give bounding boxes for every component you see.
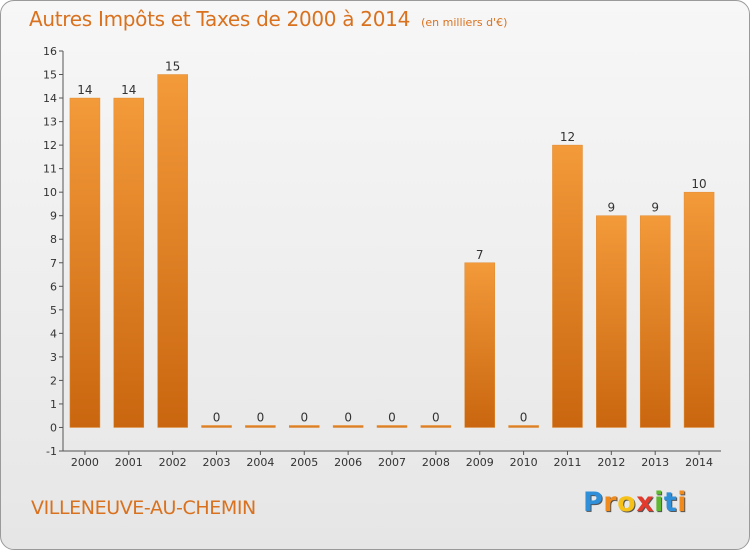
bar-value-label: 7 [476,248,484,262]
bar [113,97,145,428]
bar-value-label: 0 [300,410,308,424]
logo-letter: P [583,487,604,518]
y-tick-label: 1 [50,398,57,411]
x-tick-label: 2003 [203,456,231,469]
bar-value-label: 0 [344,410,352,424]
bar [683,191,715,428]
y-tick-label: 3 [50,351,57,364]
x-tick-label: 2005 [290,456,318,469]
bar [289,425,320,428]
x-tick-label: 2012 [597,456,625,469]
y-tick-label: -1 [46,445,57,458]
x-axis: 2000 2001 2002 2003 2004 2005 2006 2007 2008 2009… [63,450,721,469]
proxiti-logo: Proxiti [583,487,687,518]
logo-letter: o [617,487,637,518]
chart-title: Autres Impôts et Taxes de 2000 à 2014 [29,7,410,31]
y-tick-label: 10 [43,186,57,199]
bar-value-label: 10 [691,177,706,191]
y-tick-label: 11 [43,163,57,176]
bar-value-label: 0 [520,410,528,424]
y-tick-label: 13 [43,116,57,129]
bar [201,425,232,428]
y-tick-label: 8 [50,233,57,246]
bar [596,215,627,428]
bar [508,425,539,428]
x-tick-label: 2013 [641,456,669,469]
data-labels: 14 14 15 0 0 0 0 0 0 7 0 12 9 9 10 [77,60,706,425]
x-tick-label: 2009 [466,456,494,469]
bar-value-label: 9 [608,201,616,215]
bar-value-label: 15 [165,60,180,74]
chart-title-block: Autres Impôts et Taxes de 2000 à 2014 (e… [29,7,507,31]
commune-name: VILLENEUVE-AU-CHEMIN [31,497,256,519]
bar-value-label: 12 [560,130,575,144]
bar [552,144,583,428]
x-tick-label: 2006 [334,456,362,469]
logo-letter: t [663,487,678,518]
y-tick-label: 7 [50,257,57,270]
bar [639,215,671,428]
x-tick-label: 2002 [159,456,187,469]
x-tick-label: 2001 [115,456,143,469]
bar [332,425,364,428]
y-tick-label: 15 [43,69,57,82]
logo-letter: i [654,487,664,518]
bars [69,74,715,428]
y-tick-label: 2 [50,374,57,387]
chart-unit: (en milliers d'€) [421,16,508,29]
x-tick-label: 2010 [510,456,538,469]
bar-value-label: 14 [77,83,92,97]
y-tick-label: 0 [50,421,57,434]
bar [464,262,495,428]
y-tick-label: 5 [50,304,57,317]
y-tick-label: 6 [50,280,57,293]
bar [420,425,452,428]
x-tick-label: 2004 [246,456,274,469]
bar [245,425,276,428]
bar-value-label: 0 [213,410,221,424]
y-tick-label: 9 [50,210,57,223]
x-tick-label: 2007 [378,456,406,469]
x-tick-label: 2000 [71,456,99,469]
x-tick-label: 2011 [553,456,581,469]
bar-value-label: 0 [257,410,265,424]
x-tick-label: 2014 [685,456,713,469]
y-tick-label: 4 [50,327,57,340]
y-tick-label: 16 [43,45,57,58]
bar [69,97,101,428]
y-tick-label: 14 [43,92,57,105]
logo-letter: i [677,487,688,518]
bar-value-label: 0 [432,410,440,424]
bar-value-label: 14 [121,83,136,97]
bar-value-label: 9 [651,201,659,215]
bar [157,74,188,428]
bar-value-label: 0 [388,410,396,424]
x-tick-label: 2008 [422,456,450,469]
logo-letter: x [636,487,655,518]
logo-letter: r [603,487,618,518]
y-tick-label: 12 [43,139,57,152]
bar [376,425,408,428]
